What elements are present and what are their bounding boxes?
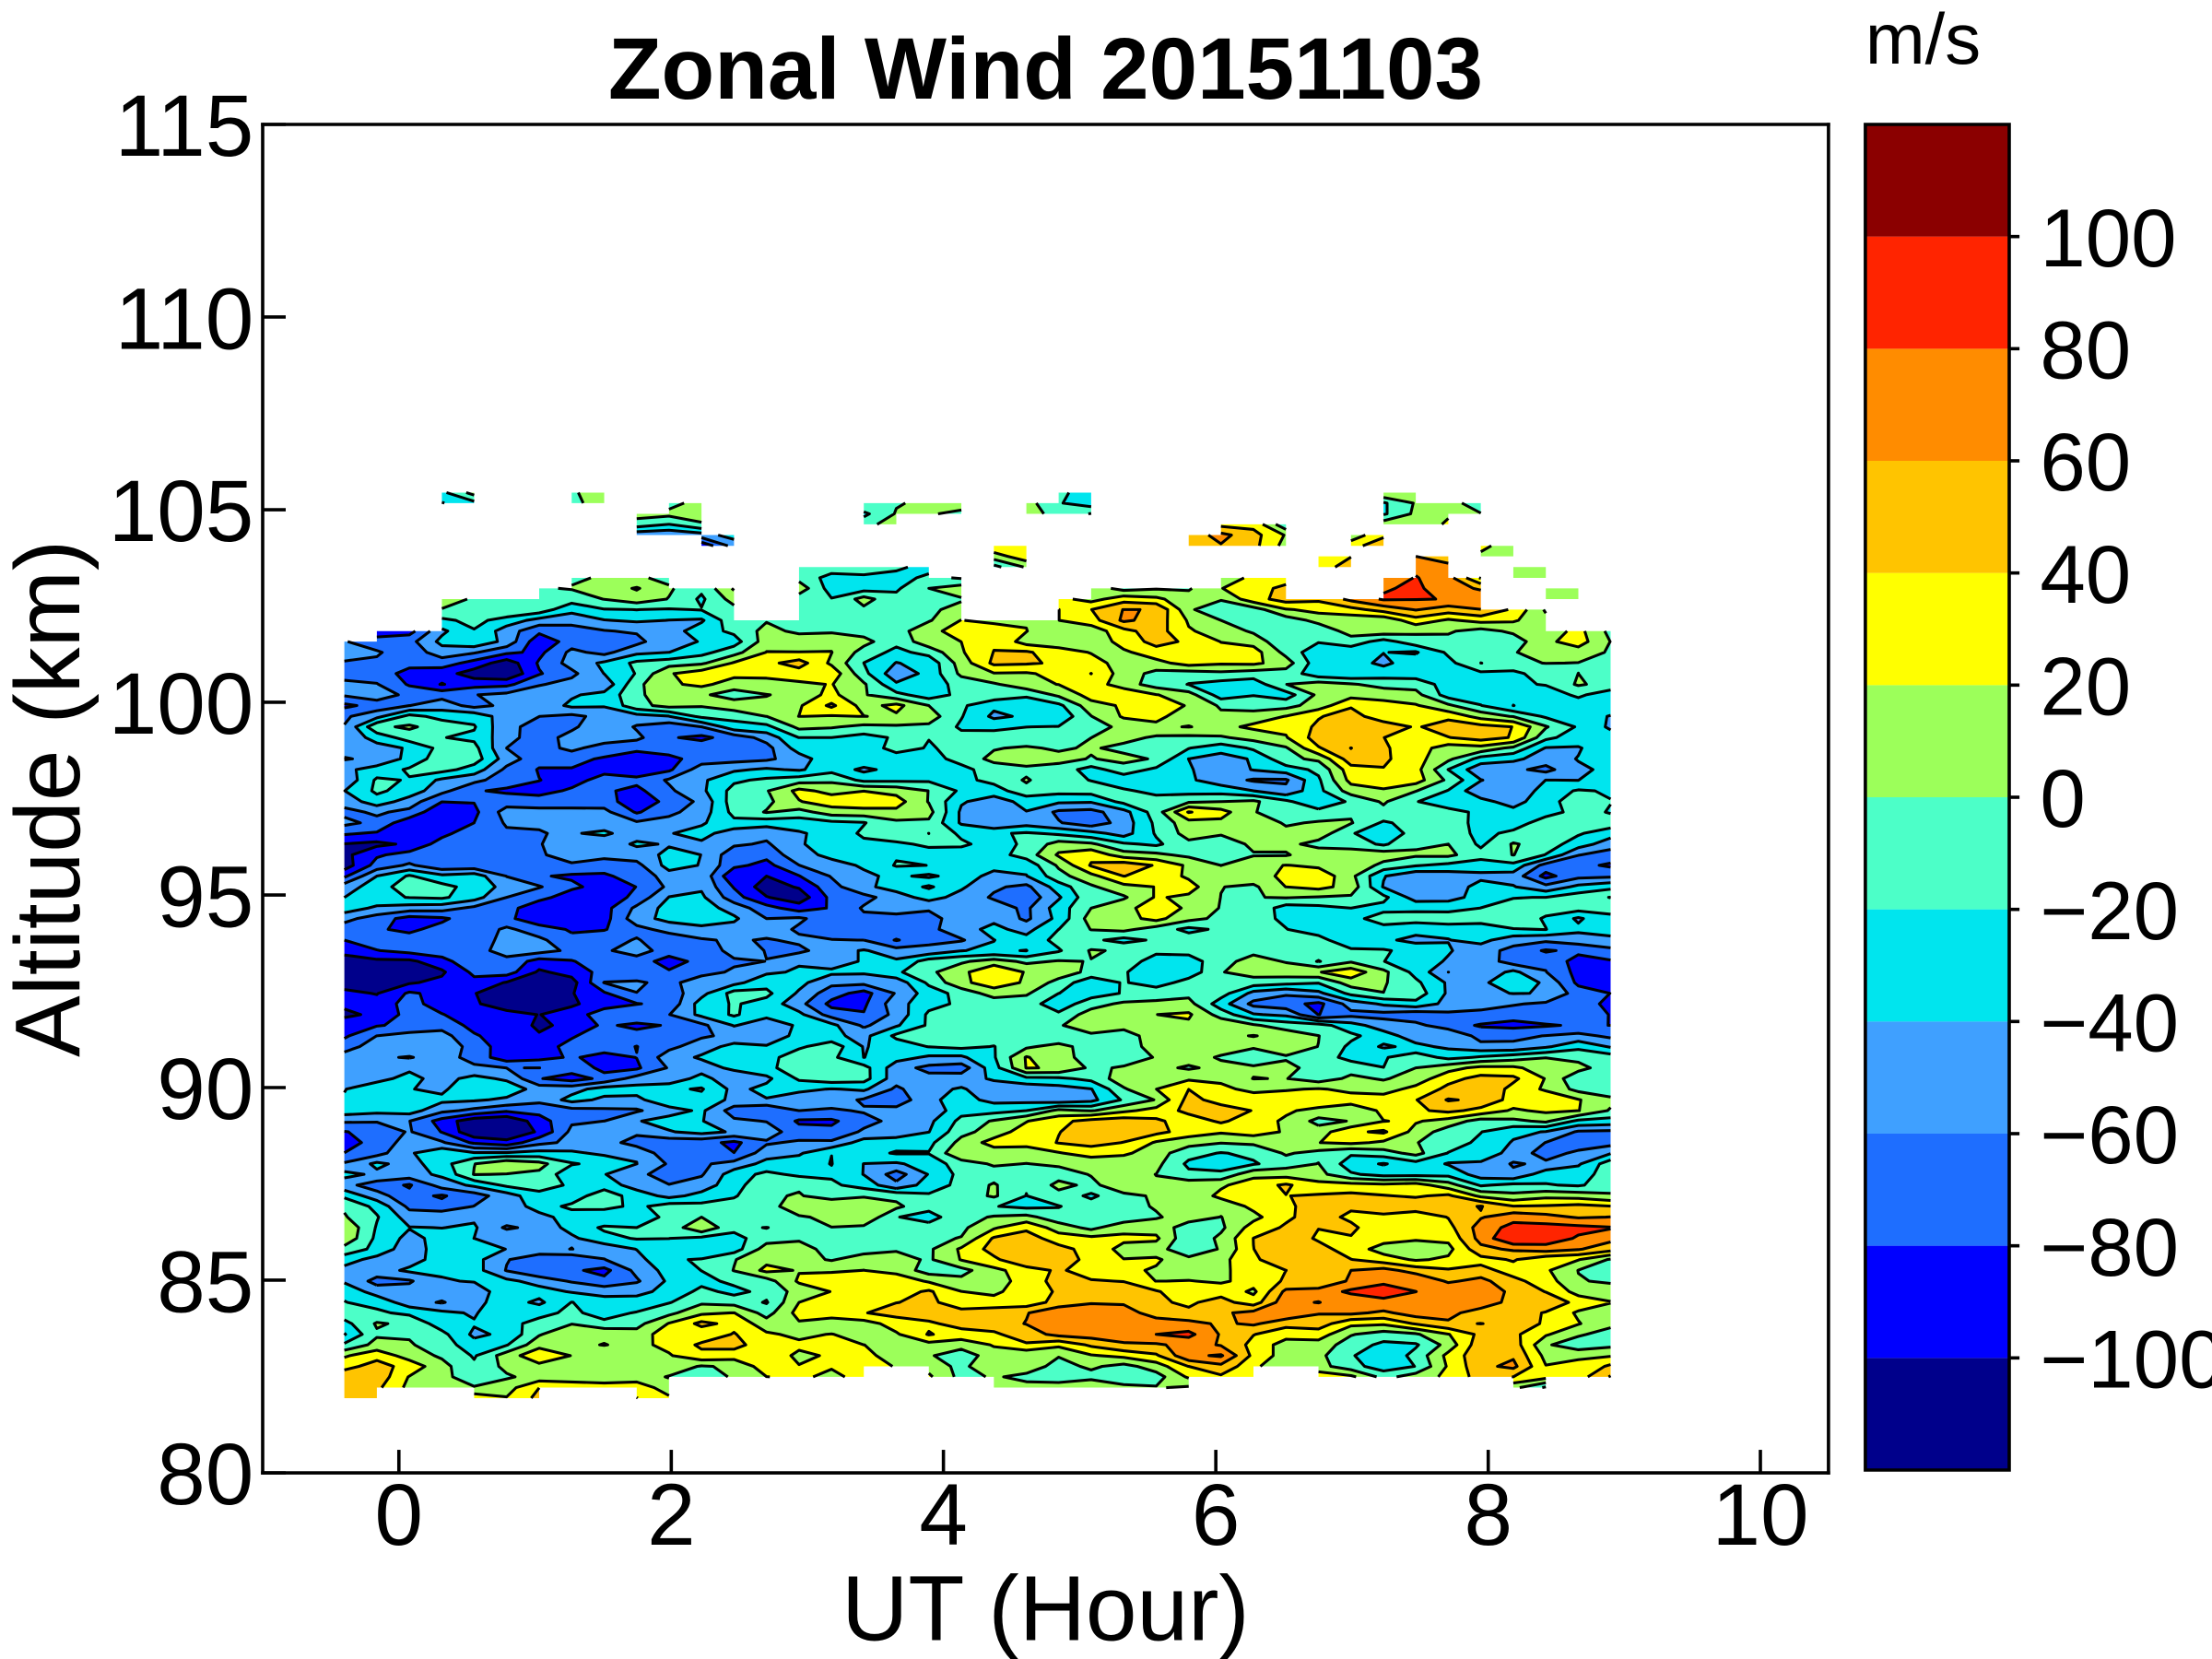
svg-text:−60: −60 <box>2040 1089 2179 1181</box>
svg-text:80: 80 <box>157 1427 253 1524</box>
svg-text:60: 60 <box>2040 417 2131 508</box>
svg-text:−100: −100 <box>2040 1314 2212 1406</box>
svg-text:20: 20 <box>2040 641 2131 733</box>
svg-text:6: 6 <box>1192 1467 1241 1564</box>
svg-text:8: 8 <box>1464 1467 1512 1564</box>
svg-text:2: 2 <box>647 1467 696 1564</box>
svg-text:−40: −40 <box>2040 978 2179 1069</box>
svg-text:80: 80 <box>2040 305 2131 396</box>
svg-text:0: 0 <box>2040 753 2085 844</box>
svg-text:110: 110 <box>115 271 254 368</box>
svg-text:10: 10 <box>1712 1467 1808 1564</box>
svg-text:90: 90 <box>157 1041 253 1138</box>
svg-text:100: 100 <box>109 656 254 753</box>
svg-text:UT (Hour): UT (Hour) <box>841 1557 1250 1659</box>
svg-text:85: 85 <box>157 1234 253 1331</box>
svg-text:m/s: m/s <box>1865 0 1981 79</box>
svg-text:100: 100 <box>2040 193 2176 284</box>
svg-text:Altitude (km): Altitude (km) <box>0 540 100 1057</box>
svg-text:95: 95 <box>157 849 253 946</box>
svg-text:105: 105 <box>109 464 254 560</box>
svg-text:−20: −20 <box>2040 865 2179 957</box>
svg-text:4: 4 <box>919 1467 968 1564</box>
svg-text:Zonal Wind 20151103: Zonal Wind 20151103 <box>608 21 1483 118</box>
svg-text:−80: −80 <box>2040 1202 2179 1293</box>
svg-text:115: 115 <box>115 78 254 175</box>
svg-text:40: 40 <box>2040 529 2131 620</box>
svg-text:0: 0 <box>375 1467 424 1564</box>
